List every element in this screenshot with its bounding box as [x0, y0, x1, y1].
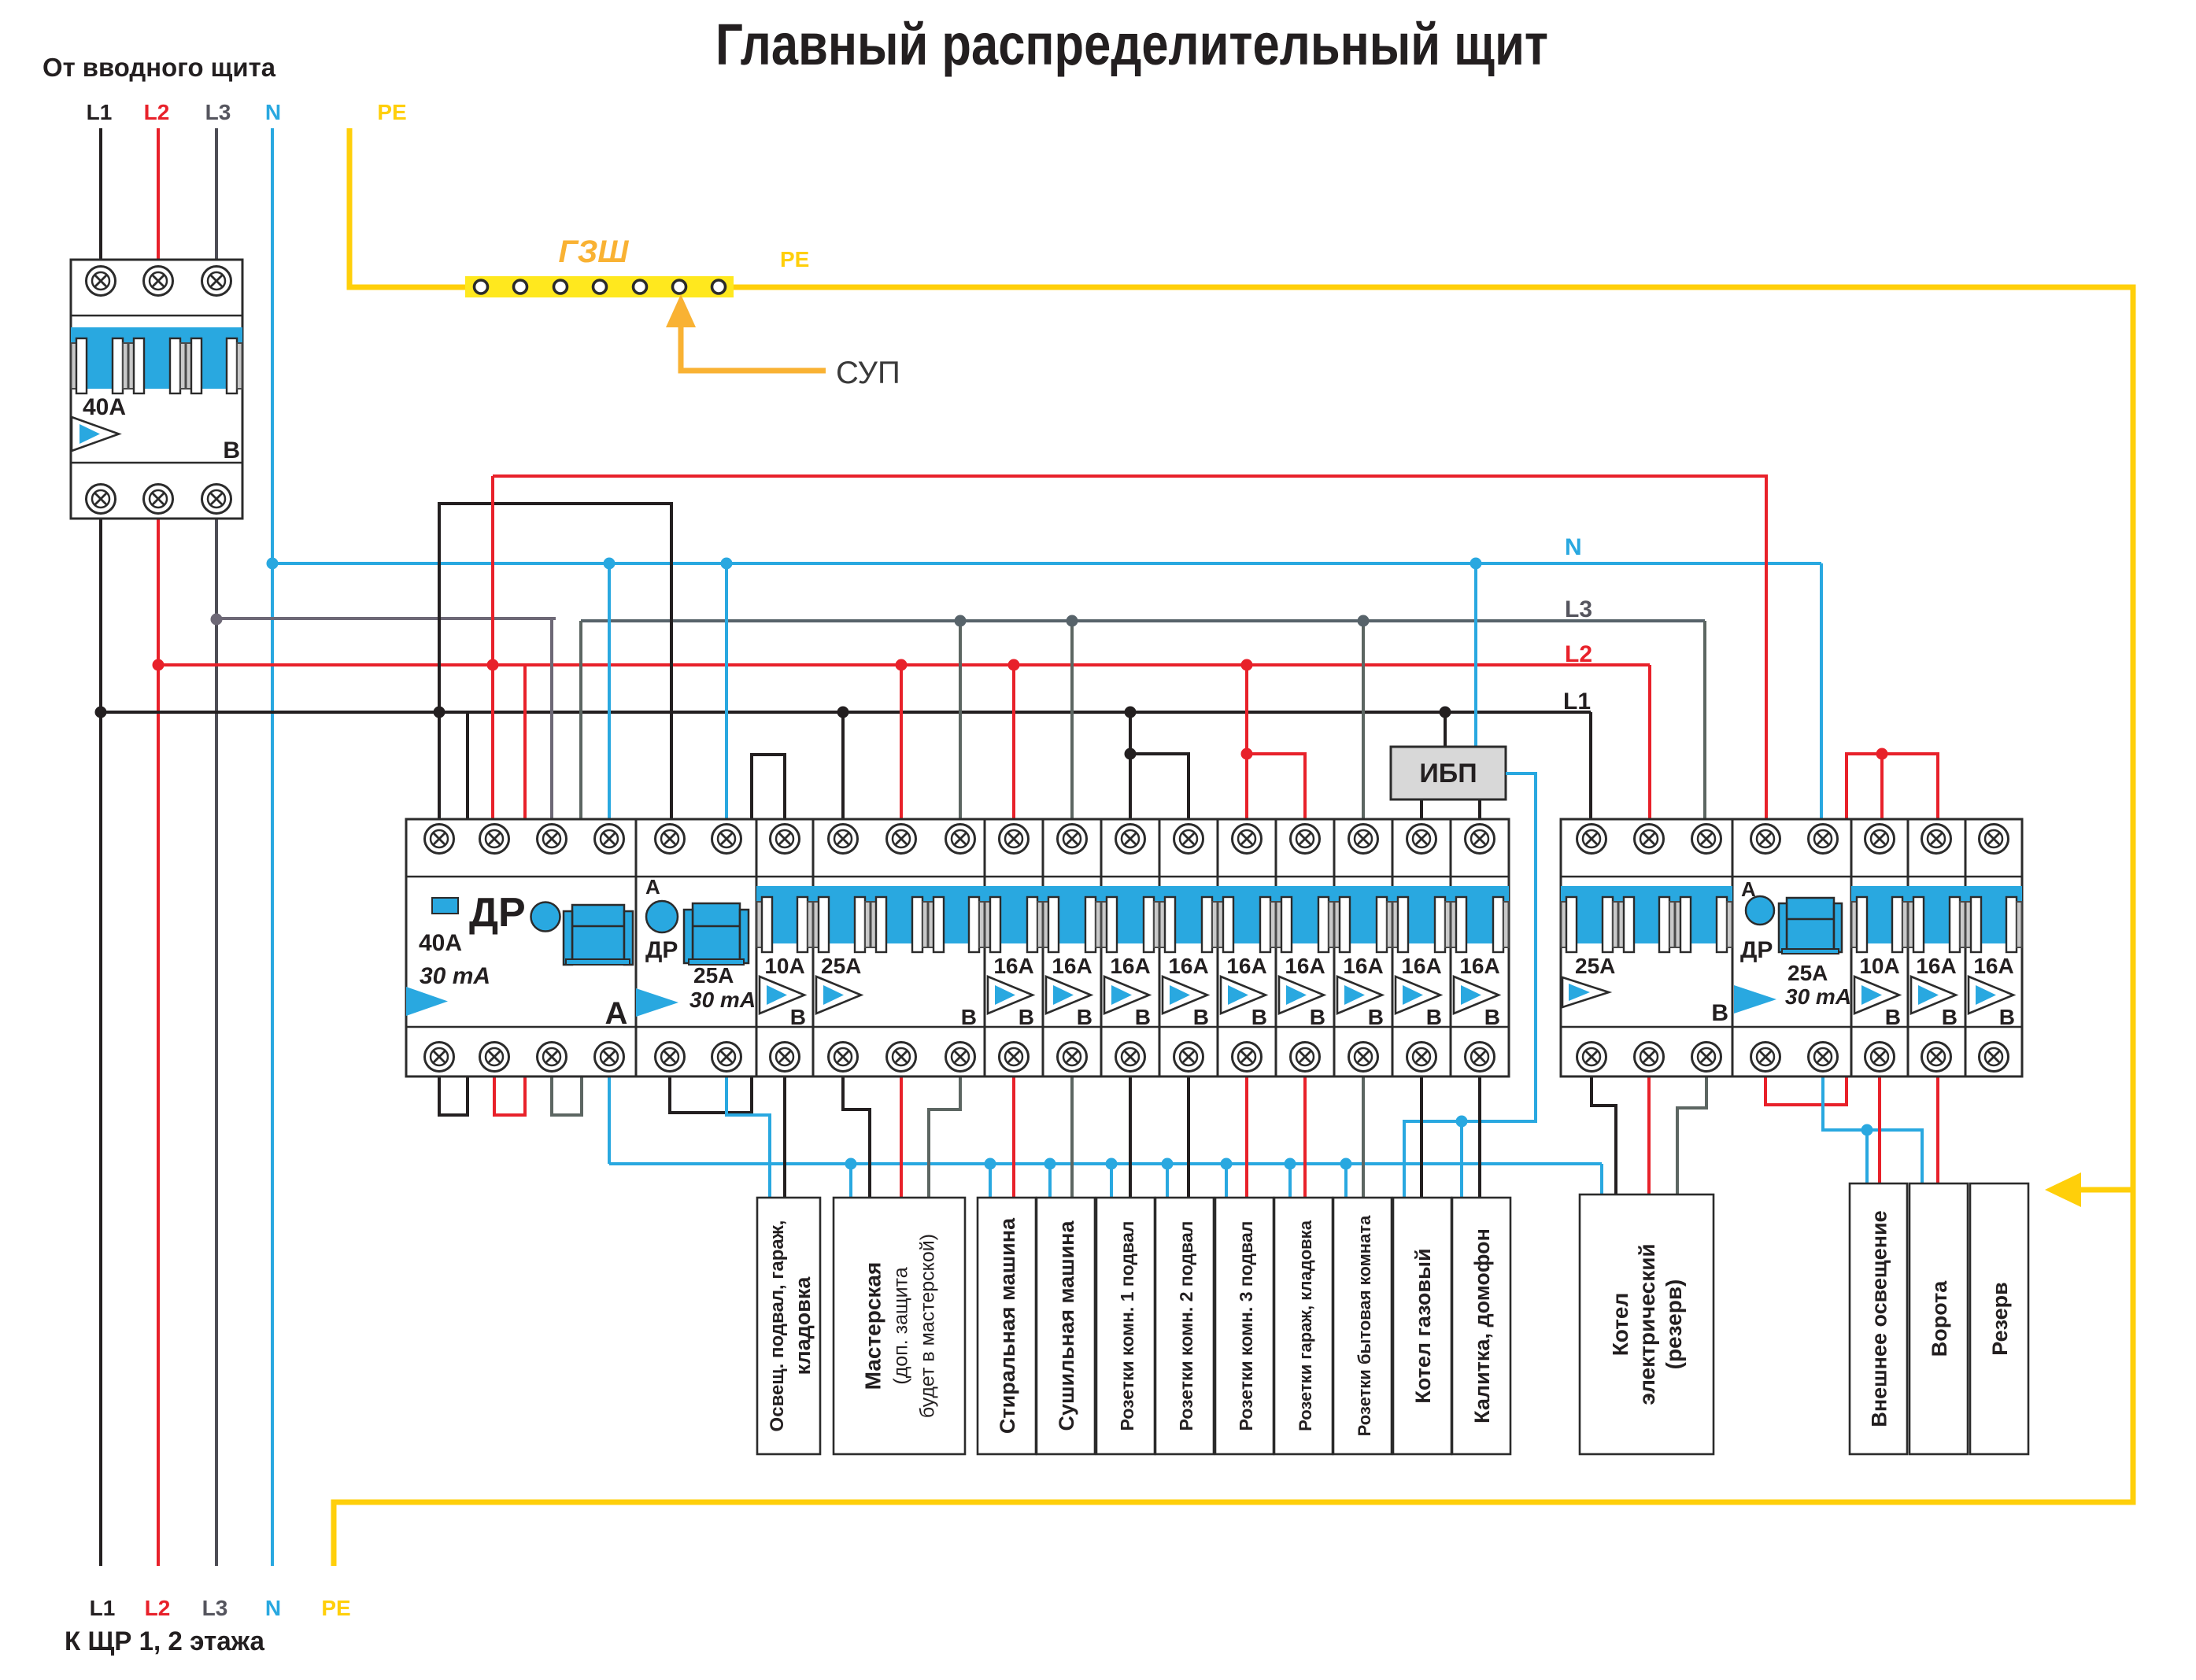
svg-text:16А: 16А [1343, 954, 1383, 978]
svg-text:25А: 25А [693, 963, 734, 988]
svg-text:Розетки комн. 1 подвал: Розетки комн. 1 подвал [1117, 1221, 1137, 1431]
svg-text:L1: L1 [1563, 689, 1591, 714]
svg-text:L3: L3 [202, 1596, 228, 1620]
svg-text:25А: 25А [1787, 961, 1828, 985]
svg-text:Сушильная машина: Сушильная машина [1055, 1220, 1078, 1431]
svg-text:В: В [1885, 1005, 1901, 1029]
svg-text:Калитка, домофон: Калитка, домофон [1470, 1228, 1494, 1423]
svg-text:Ворота: Ворота [1928, 1280, 1951, 1357]
svg-text:В: В [790, 1005, 806, 1029]
svg-text:От вводного щита: От вводного щита [43, 53, 276, 82]
svg-text:16А: 16А [1401, 954, 1441, 978]
svg-text:30 mA: 30 mA [420, 963, 490, 989]
svg-text:25А: 25А [1575, 954, 1615, 978]
svg-text:кладовка: кладовка [791, 1276, 815, 1375]
svg-text:В: В [223, 438, 240, 463]
svg-text:ДР: ДР [1740, 937, 1773, 963]
svg-text:Розетки бытовая комната: Розетки бытовая комната [1355, 1215, 1374, 1436]
svg-text:Стиральная машина: Стиральная машина [996, 1217, 1019, 1434]
svg-text:ДР: ДР [645, 937, 678, 963]
svg-text:А: А [1741, 877, 1756, 901]
svg-text:К ЩР 1, 2 этажа: К ЩР 1, 2 этажа [65, 1626, 265, 1656]
svg-text:А: А [645, 875, 660, 899]
svg-text:16А: 16А [1916, 954, 1956, 978]
svg-text:В: В [1942, 1005, 1958, 1029]
svg-text:ДР: ДР [469, 890, 526, 936]
svg-text:L2: L2 [144, 100, 170, 124]
svg-text:Розетки комн. 2 подвал: Розетки комн. 2 подвал [1176, 1221, 1196, 1431]
svg-text:16А: 16А [1168, 954, 1208, 978]
svg-text:В: В [1135, 1005, 1151, 1029]
svg-text:16А: 16А [993, 954, 1033, 978]
svg-text:будет в мастерской): будет в мастерской) [917, 1234, 939, 1418]
svg-text:40А: 40А [83, 394, 126, 420]
svg-text:В: В [1019, 1005, 1034, 1029]
svg-text:В: В [1251, 1005, 1267, 1029]
svg-text:L2: L2 [1565, 641, 1592, 667]
svg-text:электрический: электрический [1635, 1243, 1659, 1405]
svg-text:ГЗШ: ГЗШ [559, 234, 630, 269]
svg-text:Мастерская: Мастерская [861, 1262, 885, 1390]
svg-text:В: В [1426, 1005, 1442, 1029]
svg-text:В: В [961, 1005, 977, 1029]
svg-text:10А: 10А [764, 954, 804, 978]
svg-text:16А: 16А [1052, 954, 1092, 978]
svg-text:10А: 10А [1859, 954, 1899, 978]
svg-text:ИБП: ИБП [1419, 759, 1477, 788]
svg-text:N: N [265, 100, 281, 124]
svg-text:В: В [1711, 1000, 1728, 1026]
svg-text:PE: PE [780, 247, 809, 271]
svg-text:30 mA: 30 mA [689, 988, 756, 1012]
svg-text:А: А [605, 996, 628, 1031]
svg-text:L2: L2 [145, 1596, 171, 1620]
svg-text:L3: L3 [1565, 596, 1592, 622]
svg-text:В: В [1484, 1005, 1500, 1029]
svg-text:Котел газовый: Котел газовый [1411, 1248, 1435, 1403]
svg-text:PE: PE [321, 1596, 350, 1620]
svg-text:(доп. защита: (доп. защита [890, 1267, 912, 1384]
svg-text:Розетки гараж, кладовка: Розетки гараж, кладовка [1296, 1220, 1315, 1431]
svg-text:В: В [1193, 1005, 1209, 1029]
svg-text:40А: 40А [419, 930, 462, 956]
svg-text:Внешнее освещение: Внешнее освещение [1868, 1210, 1891, 1427]
svg-text:N: N [1565, 534, 1582, 560]
svg-text:Освещ. подвал, гараж,: Освещ. подвал, гараж, [767, 1220, 788, 1432]
svg-text:16А: 16А [1110, 954, 1150, 978]
svg-text:16А: 16А [1226, 954, 1266, 978]
svg-text:16А: 16А [1459, 954, 1499, 978]
svg-text:L3: L3 [205, 100, 231, 124]
svg-text:N: N [265, 1596, 281, 1620]
svg-text:L1: L1 [87, 100, 113, 124]
svg-text:Резерв: Резерв [1988, 1282, 2012, 1356]
svg-text:16А: 16А [1973, 954, 2013, 978]
svg-text:В: В [1999, 1005, 2015, 1029]
svg-text:Котел: Котел [1608, 1293, 1632, 1357]
svg-text:L1: L1 [90, 1596, 116, 1620]
svg-text:Главный распределительный щит: Главный распределительный щит [715, 12, 1548, 77]
svg-text:PE: PE [377, 100, 406, 124]
svg-text:В: В [1368, 1005, 1384, 1029]
svg-text:16А: 16А [1285, 954, 1325, 978]
svg-text:25А: 25А [821, 954, 861, 978]
svg-text:30 mA: 30 mA [1785, 984, 1851, 1009]
svg-text:В: В [1310, 1005, 1325, 1029]
svg-text:СУП: СУП [836, 356, 900, 390]
svg-text:Розетки комн. 3 подвал: Розетки комн. 3 подвал [1236, 1221, 1256, 1431]
svg-text:(резерв): (резерв) [1662, 1279, 1686, 1370]
svg-text:В: В [1077, 1005, 1092, 1029]
